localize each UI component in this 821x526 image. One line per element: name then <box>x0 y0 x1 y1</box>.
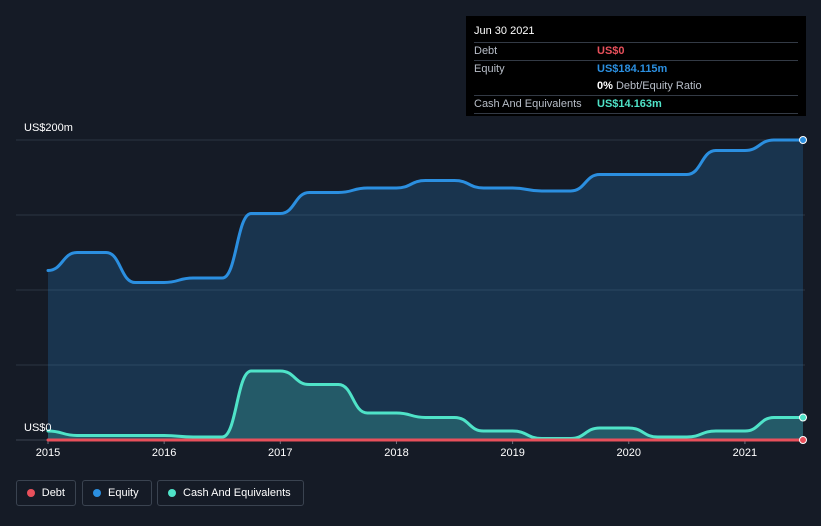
debt-end-marker <box>799 436 807 444</box>
x-tick-label: 2018 <box>384 447 409 459</box>
cash-dot-icon <box>168 489 176 497</box>
x-tick-label: 2015 <box>35 447 61 459</box>
tooltip-ratio: 0% Debt/Equity Ratio <box>597 78 702 95</box>
equity-area <box>48 140 803 440</box>
tooltip-row-cash: Cash And Equivalents US$14.163m <box>474 95 798 114</box>
cash-and-equivalents-area <box>48 371 803 440</box>
x-tick-label: 2016 <box>151 447 177 459</box>
equity-line <box>46 138 805 285</box>
series-end-markers <box>799 136 807 444</box>
equity-dot-icon <box>93 489 101 497</box>
tooltip-debt-value: US$0 <box>597 45 625 57</box>
data-tooltip: Jun 30 2021 Debt US$0 Equity US$184.115m… <box>466 16 806 116</box>
legend-debt-button[interactable]: Debt <box>16 480 76 506</box>
x-tick-label: 2021 <box>732 447 758 459</box>
tooltip-ratio-pct: 0% <box>597 80 613 92</box>
equity-end-marker <box>799 136 807 144</box>
legend-equity-button[interactable]: Equity <box>82 480 152 506</box>
x-tick-label: 2017 <box>268 447 293 459</box>
y-axis-label-zero: US$0 <box>24 422 52 434</box>
legend-cash-label: Cash And Equivalents <box>183 487 291 499</box>
cash-and-equivalents-end-marker <box>799 413 807 422</box>
x-tick-label: 2020 <box>616 447 642 459</box>
tooltip-debt-label: Debt <box>474 45 498 57</box>
tooltip-row-equity: Equity US$184.115m <box>474 60 798 78</box>
legend-debt-label: Debt <box>41 487 65 499</box>
debt-dot-icon <box>27 489 35 497</box>
y-axis-label-max: US$200m <box>24 122 73 134</box>
legend-equity-label: Equity <box>108 487 139 499</box>
tooltip-cash-label: Cash And Equivalents <box>474 98 582 110</box>
tooltip-ratio-label: Debt/Equity Ratio <box>615 80 702 92</box>
tooltip-cash-value: US$14.163m <box>597 98 662 110</box>
series-lines <box>46 138 805 442</box>
tooltip-row-debt: Debt US$0 <box>474 42 798 60</box>
cash-and-equivalents-line <box>46 369 805 441</box>
tooltip-equity-label: Equity <box>474 63 505 75</box>
tooltip-date: Jun 30 2021 <box>474 25 535 37</box>
tooltip-equity-value: US$184.115m <box>597 63 668 75</box>
x-tick-label: 2019 <box>500 447 525 459</box>
legend-cash-button[interactable]: Cash And Equivalents <box>157 480 304 506</box>
series-areas <box>48 140 803 440</box>
tooltip-row-ratio: 0% Debt/Equity Ratio <box>474 78 798 95</box>
